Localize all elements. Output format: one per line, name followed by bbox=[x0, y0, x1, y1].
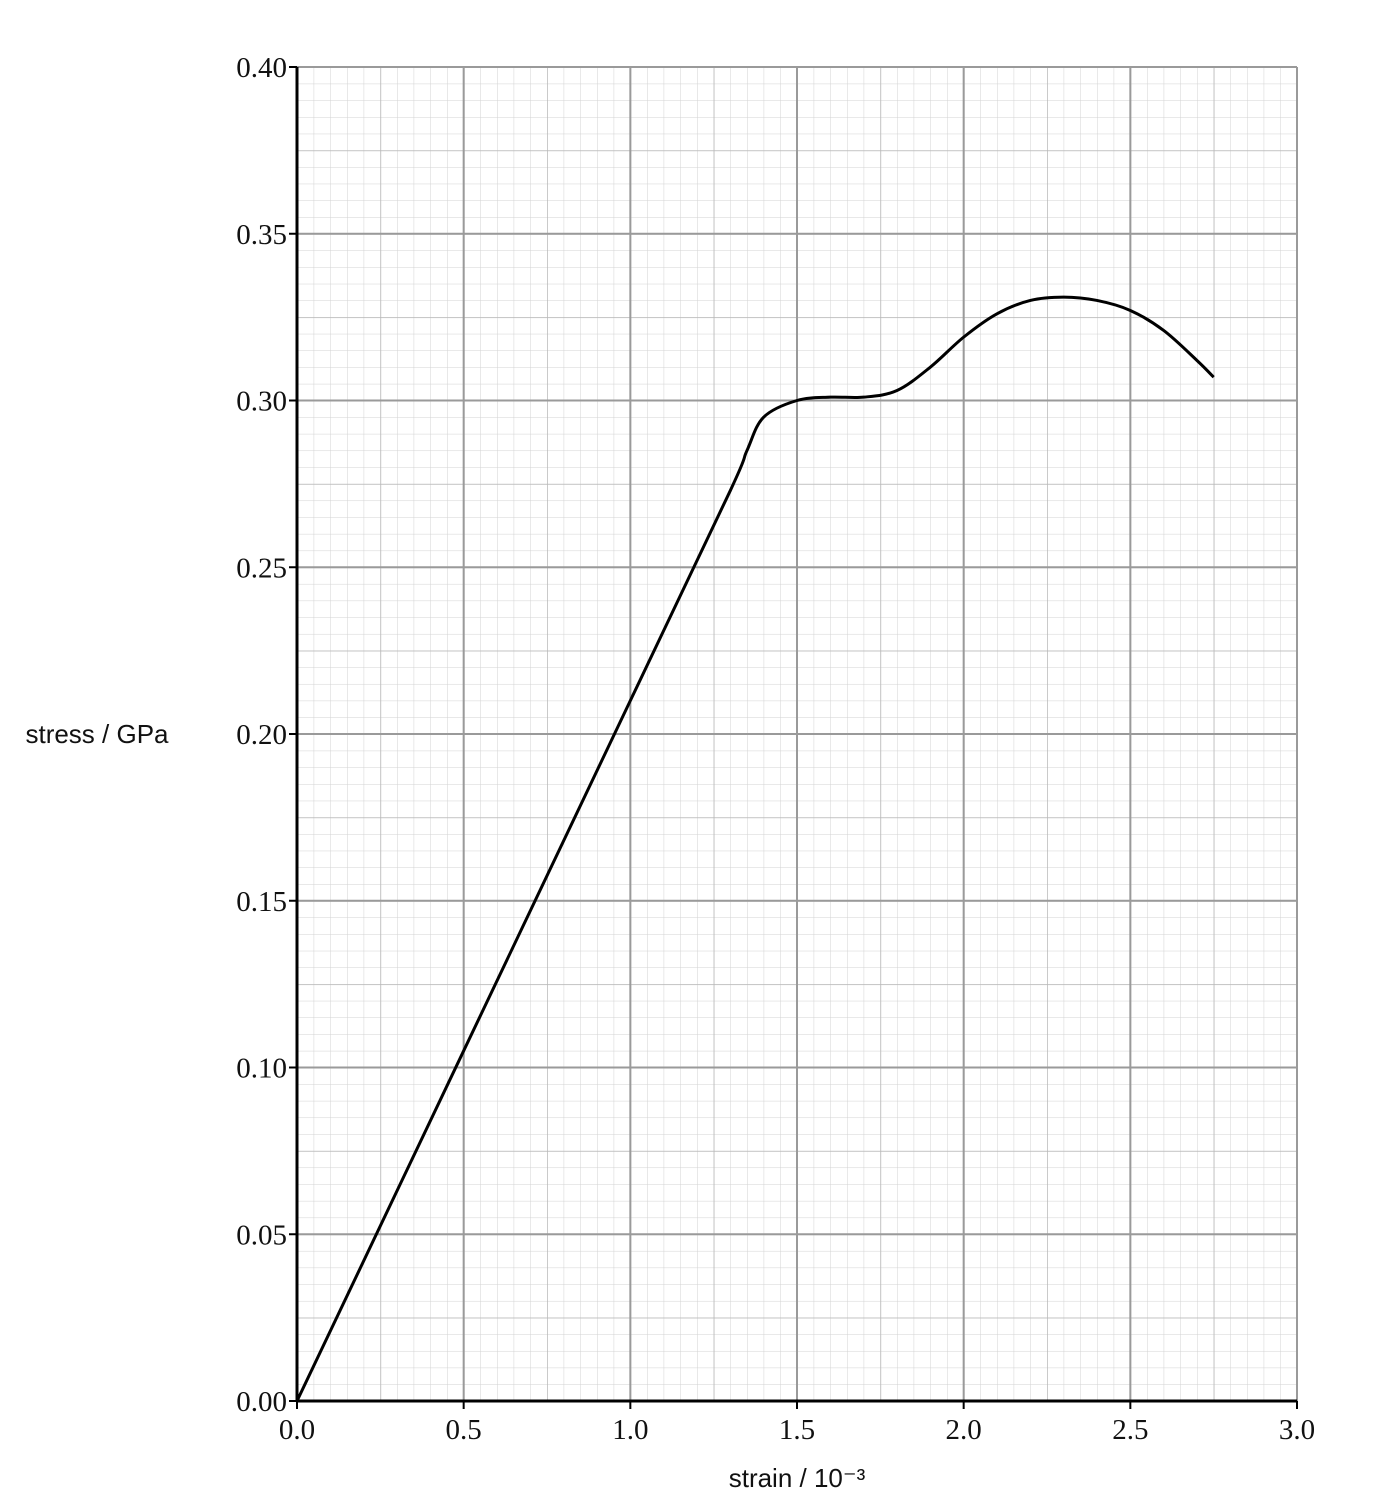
y-tick-label: 0.20 bbox=[236, 719, 287, 751]
y-axis-label: stress / GPa bbox=[25, 719, 169, 749]
x-tick-label: 2.0 bbox=[946, 1414, 982, 1446]
y-tick-label: 0.30 bbox=[236, 386, 287, 418]
y-tick-label: 0.10 bbox=[236, 1053, 287, 1085]
x-tick-label: 3.0 bbox=[1279, 1414, 1315, 1446]
stress-strain-curve bbox=[295, 295, 1215, 1402]
y-tick-label: 0.15 bbox=[236, 886, 287, 918]
y-tick-label: 0.35 bbox=[236, 219, 287, 251]
plot bbox=[295, 67, 1297, 1403]
x-tick-label: 0.5 bbox=[446, 1414, 482, 1446]
y-tick-label: 0.05 bbox=[236, 1219, 287, 1251]
x-tick-label: 1.5 bbox=[779, 1414, 815, 1446]
y-tick-label: 0.25 bbox=[236, 552, 287, 584]
x-tick-label: 2.5 bbox=[1112, 1414, 1148, 1446]
x-tick-label: 1.0 bbox=[612, 1414, 648, 1446]
y-tick-label: 0.40 bbox=[236, 52, 287, 84]
x-axis-label: strain / 10⁻³ bbox=[729, 1463, 866, 1493]
major-grid: 0.00 0.05 0.10 0.15 0.20 0.25 0.30 0.35 0.40 0.0 0… bbox=[236, 52, 1315, 1446]
y-tick-label: 0.00 bbox=[236, 1386, 287, 1418]
x-tick-label: 0.0 bbox=[279, 1414, 315, 1446]
